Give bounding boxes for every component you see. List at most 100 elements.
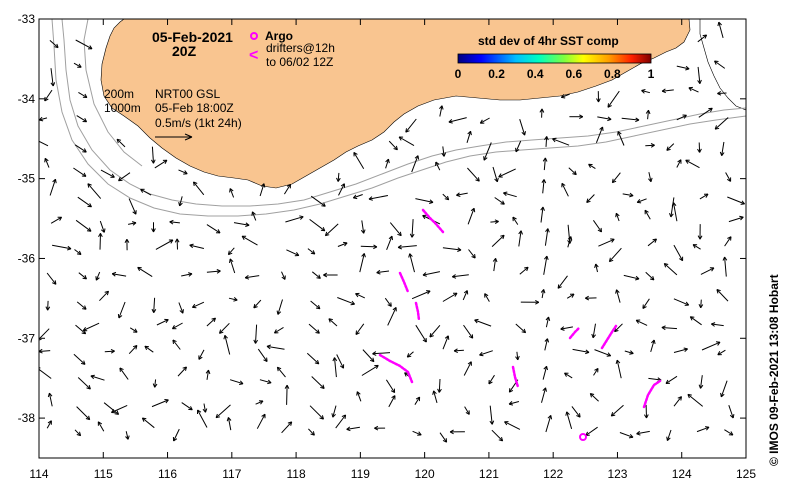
current-arrow — [700, 267, 715, 275]
current-arrow — [259, 183, 266, 197]
isobath-1000m — [51, 19, 746, 217]
x-tick-label: 115 — [94, 467, 113, 481]
x-tick-label: 121 — [479, 467, 499, 481]
current-arrow — [432, 390, 438, 404]
current-arrow — [643, 404, 649, 419]
current-arrow — [728, 215, 744, 223]
current-arrow — [174, 238, 180, 250]
current-arrow — [82, 322, 100, 332]
current-arrow — [191, 301, 205, 309]
credit-text: © IMOS 09-Feb-2021 13:08 Hobart — [767, 274, 781, 466]
current-arrow — [137, 266, 153, 278]
current-arrow — [332, 357, 338, 378]
current-arrow — [453, 348, 464, 354]
current-arrow — [608, 247, 622, 263]
current-arrow — [78, 91, 88, 98]
current-arrow — [661, 325, 678, 331]
current-arrow — [127, 221, 137, 226]
current-arrow — [281, 421, 293, 434]
current-arrow — [717, 21, 724, 39]
current-arrow — [75, 39, 93, 50]
current-arrow — [698, 375, 704, 389]
current-arrow — [353, 151, 365, 169]
current-arrow — [181, 272, 193, 277]
current-arrow — [337, 297, 355, 306]
current-arrow — [467, 167, 480, 182]
current-arrow — [669, 197, 675, 218]
current-arrow — [284, 384, 290, 405]
current-arrow — [119, 367, 129, 380]
argo-legend-icon — [250, 32, 258, 40]
current-arrow — [724, 236, 732, 247]
current-arrow — [568, 167, 577, 176]
current-arrow — [544, 136, 549, 147]
current-arrow — [409, 219, 415, 238]
current-arrow — [39, 116, 48, 122]
current-arrow — [233, 222, 250, 227]
current-arrow — [698, 107, 713, 118]
current-arrow — [355, 323, 365, 335]
current-arrow — [615, 359, 622, 379]
current-arrow — [384, 297, 392, 307]
current-arrow — [595, 126, 604, 143]
current-arrow — [241, 235, 258, 246]
current-arrow — [515, 323, 527, 334]
current-arrow — [78, 272, 87, 280]
current-arrow — [552, 137, 570, 146]
current-arrow — [206, 224, 221, 234]
y-tick-label: -38 — [18, 411, 36, 425]
current-arrow — [492, 166, 499, 183]
current-arrow — [90, 374, 105, 381]
current-arrow — [355, 292, 366, 299]
current-arrow — [285, 215, 304, 223]
y-tick-label: -36 — [18, 251, 36, 265]
current-arrow — [283, 183, 291, 195]
current-arrow — [717, 349, 726, 356]
y-tick-label: -37 — [18, 331, 36, 345]
current-arrow — [463, 361, 472, 376]
current-arrow — [642, 298, 650, 309]
current-arrow — [479, 350, 493, 357]
y-tick-label: -35 — [18, 172, 36, 186]
current-arrow — [544, 228, 550, 246]
current-arrow — [46, 272, 57, 285]
colorbar-tick-label: 0.8 — [604, 67, 621, 81]
current-arrow — [569, 114, 584, 120]
current-arrow — [663, 263, 678, 276]
current-arrow — [585, 295, 597, 301]
drifter-track — [600, 324, 618, 350]
current-vectors — [39, 21, 745, 443]
current-arrow — [276, 299, 283, 315]
current-arrow — [468, 249, 476, 259]
current-arrow — [223, 334, 231, 355]
current-arrow — [388, 140, 398, 151]
current-arrow — [725, 172, 732, 182]
current-arrow — [619, 432, 634, 439]
current-arrow — [229, 188, 235, 198]
current-arrow — [494, 197, 505, 205]
current-arrow — [178, 196, 183, 207]
current-arrow — [567, 236, 573, 248]
current-arrow — [441, 146, 447, 157]
current-arrow — [560, 326, 573, 331]
current-arrow — [545, 316, 551, 328]
current-arrow — [87, 183, 102, 199]
current-arrow — [309, 218, 326, 232]
current-arrow — [47, 392, 53, 407]
current-arrow — [151, 399, 169, 408]
current-arrow — [257, 348, 268, 363]
x-tick-label: 125 — [736, 467, 756, 481]
current-arrow — [714, 60, 726, 69]
current-arrow — [73, 167, 87, 177]
current-arrow — [206, 317, 216, 327]
current-arrow — [571, 406, 581, 418]
current-arrow — [676, 159, 682, 168]
current-arrow — [99, 220, 106, 233]
current-arrow — [125, 431, 130, 440]
current-arrow — [39, 367, 52, 379]
current-arrow — [97, 421, 105, 432]
x-tick-label: 118 — [287, 467, 306, 481]
current-arrow — [406, 351, 414, 358]
current-arrow — [635, 319, 648, 326]
